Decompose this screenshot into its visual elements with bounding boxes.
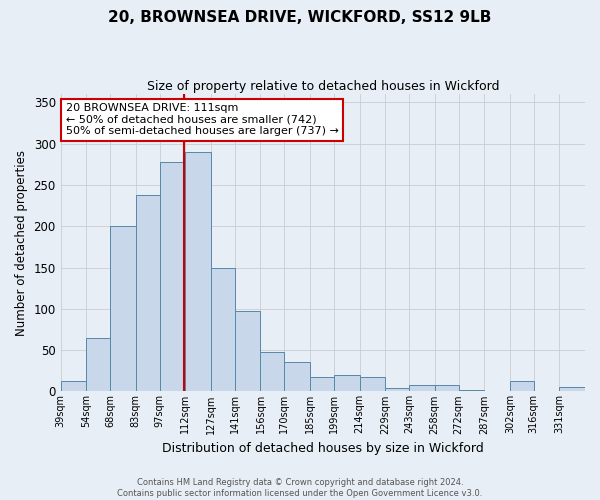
Bar xyxy=(458,390,484,392)
Bar xyxy=(211,268,235,392)
Bar xyxy=(160,162,185,392)
Bar xyxy=(409,385,435,392)
Y-axis label: Number of detached properties: Number of detached properties xyxy=(15,150,28,336)
Text: 20, BROWNSEA DRIVE, WICKFORD, SS12 9LB: 20, BROWNSEA DRIVE, WICKFORD, SS12 9LB xyxy=(109,10,491,25)
Bar xyxy=(185,152,211,392)
Bar xyxy=(385,388,409,392)
Bar xyxy=(284,362,310,392)
Bar xyxy=(559,388,585,392)
Text: Contains HM Land Registry data © Crown copyright and database right 2024.
Contai: Contains HM Land Registry data © Crown c… xyxy=(118,478,482,498)
Bar xyxy=(235,312,260,392)
Bar xyxy=(510,382,534,392)
Bar xyxy=(86,338,110,392)
X-axis label: Distribution of detached houses by size in Wickford: Distribution of detached houses by size … xyxy=(162,442,484,455)
Text: 20 BROWNSEA DRIVE: 111sqm
← 50% of detached houses are smaller (742)
50% of semi: 20 BROWNSEA DRIVE: 111sqm ← 50% of detac… xyxy=(66,103,339,136)
Bar xyxy=(435,385,458,392)
Title: Size of property relative to detached houses in Wickford: Size of property relative to detached ho… xyxy=(146,80,499,93)
Bar xyxy=(110,226,136,392)
Bar xyxy=(310,376,334,392)
Bar xyxy=(334,375,359,392)
Bar xyxy=(260,352,284,392)
Bar xyxy=(61,382,86,392)
Bar xyxy=(136,195,160,392)
Bar xyxy=(359,376,385,392)
